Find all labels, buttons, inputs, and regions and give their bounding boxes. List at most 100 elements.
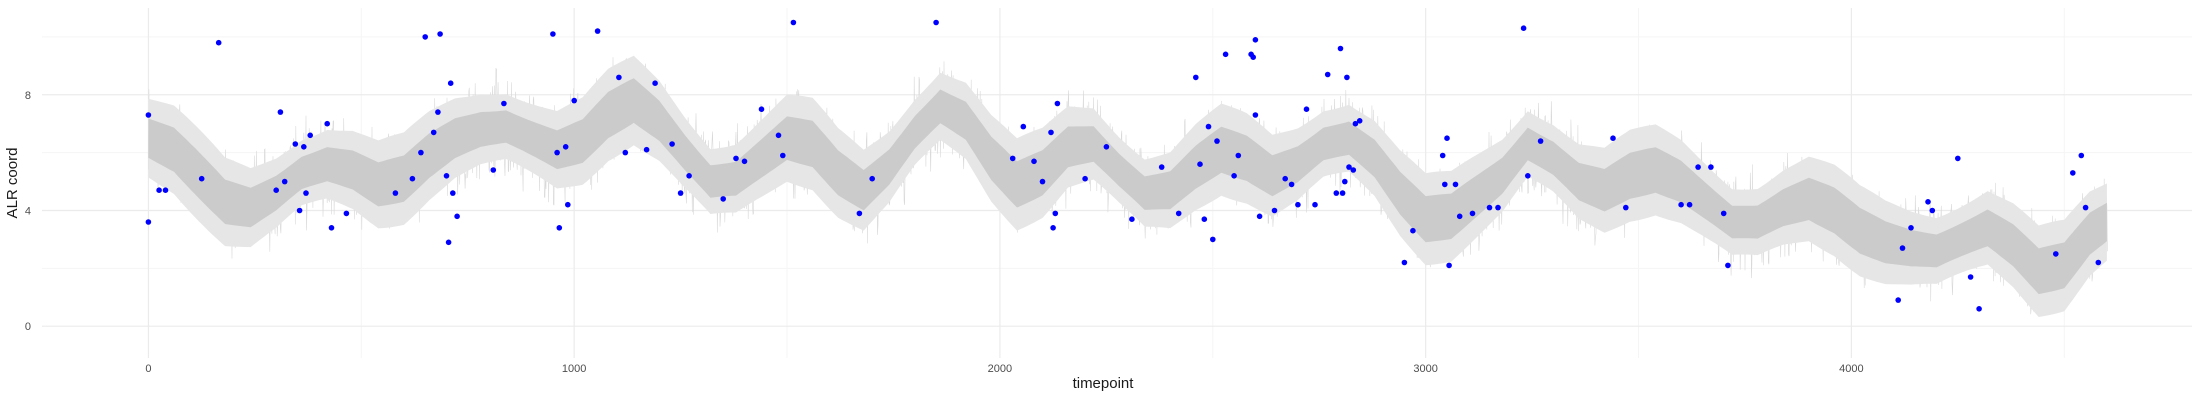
- data-point: [571, 97, 577, 104]
- data-point: [1158, 164, 1165, 170]
- data-point: [215, 39, 222, 46]
- data-point: [622, 149, 629, 156]
- data-point: [1929, 207, 1936, 214]
- x-axis-title: timepoint: [1073, 375, 1135, 392]
- data-point: [677, 190, 684, 196]
- data-point: [501, 100, 507, 107]
- data-point: [1444, 135, 1450, 141]
- data-point: [435, 109, 441, 115]
- data-point: [1695, 164, 1701, 170]
- data-point: [869, 175, 875, 182]
- data-point: [2078, 152, 2085, 159]
- data-point: [1324, 71, 1331, 78]
- data-point: [1050, 225, 1056, 231]
- data-point: [1537, 138, 1544, 144]
- data-point: [1256, 213, 1263, 220]
- data-point: [686, 173, 692, 179]
- data-point: [296, 207, 303, 214]
- data-point: [643, 146, 650, 153]
- data-point: [1525, 173, 1531, 179]
- data-point: [1439, 152, 1446, 159]
- data-point: [1456, 213, 1463, 220]
- data-point: [1222, 51, 1229, 58]
- data-point: [156, 187, 162, 193]
- x-tick-label: 3000: [1413, 363, 1437, 375]
- data-point: [418, 149, 424, 156]
- data-point: [409, 175, 416, 182]
- data-point: [2070, 170, 2076, 176]
- data-point: [1214, 138, 1220, 144]
- data-point: [1895, 297, 1901, 303]
- data-point: [594, 28, 601, 34]
- data-point: [443, 173, 450, 179]
- inner-confidence-band: [148, 78, 2107, 295]
- data-point: [1899, 245, 1906, 251]
- data-point: [1295, 201, 1301, 208]
- data-point: [1201, 216, 1208, 222]
- x-axis-tick-labels: 0 1000 2000 3000 4000: [145, 363, 1863, 375]
- data-point: [303, 190, 309, 196]
- x-tick-label: 1000: [562, 363, 586, 375]
- y-axis-title: ALR coord: [4, 148, 21, 219]
- data-point: [780, 152, 786, 159]
- data-point: [292, 141, 299, 147]
- y-axis-tick-labels: 0 4 8: [25, 90, 31, 333]
- data-point: [1925, 199, 1931, 205]
- data-point: [562, 144, 569, 150]
- data-point: [1039, 178, 1046, 185]
- data-point: [720, 196, 726, 202]
- data-point: [1955, 155, 1961, 162]
- data-point: [565, 201, 571, 208]
- data-point: [1312, 201, 1318, 208]
- data-point: [1235, 152, 1242, 159]
- data-point: [1271, 207, 1278, 214]
- data-point: [1350, 167, 1357, 173]
- data-point: [1401, 259, 1408, 266]
- y-tick-label: 0: [25, 321, 31, 333]
- data-point: [1708, 164, 1714, 170]
- data-point: [669, 141, 675, 147]
- data-point: [1231, 173, 1237, 179]
- data-point: [1908, 225, 1914, 231]
- data-point: [1048, 129, 1054, 136]
- data-point: [1486, 204, 1493, 211]
- data-point: [790, 19, 797, 26]
- data-point: [1346, 164, 1352, 170]
- data-point: [1031, 158, 1037, 165]
- data-point: [556, 225, 563, 231]
- data-point: [2053, 251, 2059, 257]
- data-point: [1333, 190, 1340, 196]
- data-point: [145, 112, 152, 118]
- data-point: [1469, 210, 1476, 217]
- data-point: [1052, 210, 1059, 217]
- data-point: [1252, 37, 1259, 43]
- data-point: [1252, 112, 1259, 118]
- data-point: [422, 34, 429, 40]
- data-point: [1495, 204, 1501, 211]
- data-point: [281, 178, 288, 185]
- data-point: [775, 132, 782, 139]
- data-point: [328, 225, 335, 231]
- data-point: [1410, 227, 1416, 234]
- data-point: [1352, 120, 1359, 127]
- observation-points: [145, 19, 2102, 312]
- data-point: [1520, 25, 1527, 32]
- data-point: [1967, 274, 1974, 280]
- data-point: [1020, 123, 1027, 130]
- data-point: [1344, 74, 1350, 81]
- data-point: [1610, 135, 1616, 141]
- data-point: [1976, 306, 1982, 312]
- data-point: [1210, 236, 1216, 243]
- data-point: [1009, 155, 1016, 162]
- data-point: [1205, 123, 1212, 130]
- data-point: [1288, 181, 1295, 188]
- data-point: [856, 210, 863, 217]
- data-point: [1282, 175, 1288, 182]
- x-tick-label: 4000: [1839, 363, 1863, 375]
- data-point: [1342, 178, 1348, 185]
- data-point: [1725, 262, 1731, 269]
- data-point: [733, 155, 739, 162]
- data-point: [652, 80, 658, 86]
- x-tick-label: 2000: [988, 363, 1012, 375]
- data-point: [437, 31, 443, 37]
